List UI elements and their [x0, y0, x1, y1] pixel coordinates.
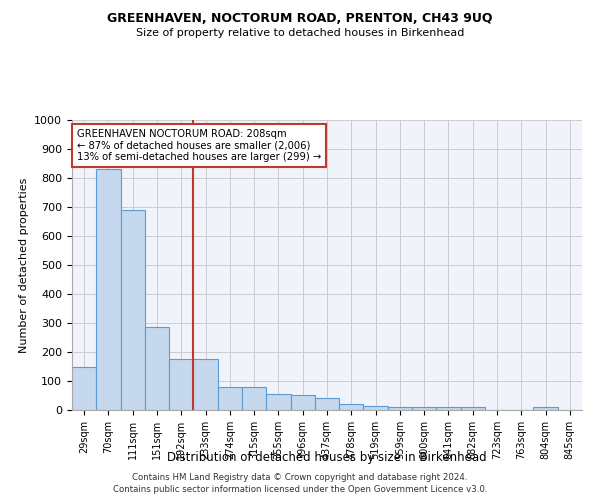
Text: Contains HM Land Registry data © Crown copyright and database right 2024.: Contains HM Land Registry data © Crown c…	[132, 473, 468, 482]
Bar	[315, 398, 339, 410]
Bar	[145, 328, 169, 410]
Text: Size of property relative to detached houses in Birkenhead: Size of property relative to detached ho…	[136, 28, 464, 38]
Bar	[121, 210, 145, 410]
Y-axis label: Number of detached properties: Number of detached properties	[19, 178, 29, 352]
Bar	[169, 359, 193, 410]
Bar	[533, 407, 558, 410]
Bar	[193, 359, 218, 410]
Text: Distribution of detached houses by size in Birkenhead: Distribution of detached houses by size …	[167, 451, 487, 464]
Bar	[218, 388, 242, 410]
Bar	[436, 407, 461, 410]
Bar	[242, 388, 266, 410]
Bar	[364, 406, 388, 410]
Bar	[461, 407, 485, 410]
Bar	[266, 394, 290, 410]
Text: GREENHAVEN, NOCTORUM ROAD, PRENTON, CH43 9UQ: GREENHAVEN, NOCTORUM ROAD, PRENTON, CH43…	[107, 12, 493, 26]
Bar	[412, 406, 436, 410]
Bar	[96, 170, 121, 410]
Text: GREENHAVEN NOCTORUM ROAD: 208sqm
← 87% of detached houses are smaller (2,006)
13: GREENHAVEN NOCTORUM ROAD: 208sqm ← 87% o…	[77, 128, 322, 162]
Bar	[388, 406, 412, 410]
Bar	[290, 395, 315, 410]
Bar	[339, 404, 364, 410]
Text: Contains public sector information licensed under the Open Government Licence v3: Contains public sector information licen…	[113, 484, 487, 494]
Bar	[72, 366, 96, 410]
